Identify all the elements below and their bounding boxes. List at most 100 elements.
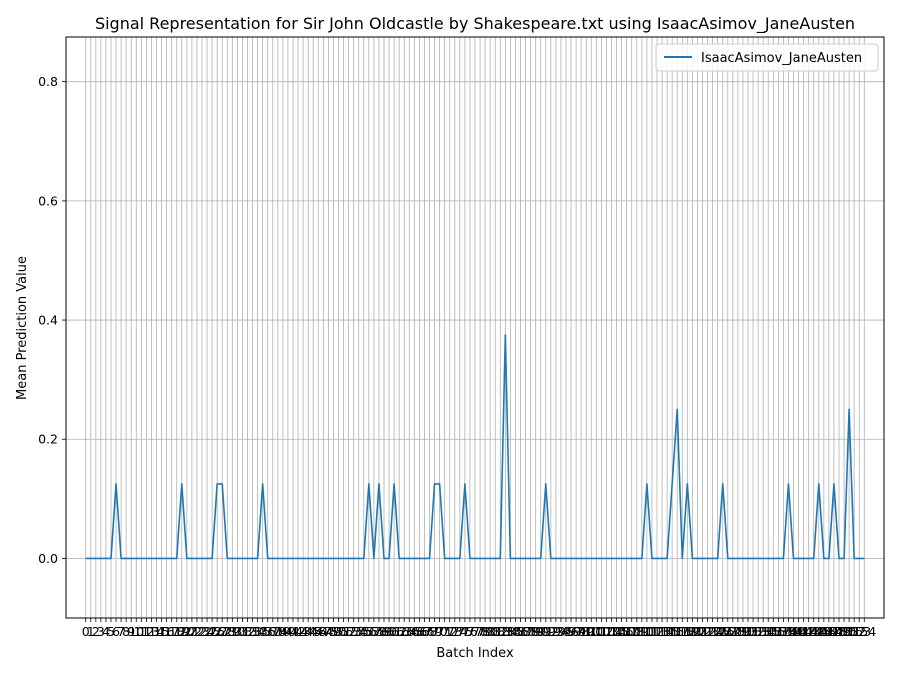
x-tick-label: 63 [396,624,412,639]
x-tick-label: 6 [112,624,120,639]
x-tick-label: 105 [605,624,629,639]
x-tick-label: 144 [802,624,826,639]
plot-frame [65,36,885,619]
tick-layer: 0.00.20.40.60.80123456789101112131415161… [38,74,876,639]
x-tick-label: 134 [751,624,775,639]
x-tick-label: 33 [245,624,261,639]
y-axis-label: Mean Prediction Value [15,256,30,400]
x-tick-label: 60 [381,624,397,639]
x-tick-label: 22 [189,624,205,639]
x-tick-label: 110 [630,624,654,639]
x-tick-label: 1 [87,624,95,639]
x-tick-label: 138 [771,624,795,639]
x-tick-label: 31 [234,624,250,639]
chart-title: Signal Representation for Sir John Oldca… [95,14,855,34]
x-tick-label: 143 [797,624,821,639]
x-tick-label: 140 [782,624,806,639]
x-tick-label: 99 [578,624,594,639]
x-tick-label: 19 [174,624,190,639]
x-tick-label: 94 [553,624,569,639]
x-tick-label: 118 [670,624,694,639]
x-tick-label: 25 [204,624,220,639]
x-tick-label: 13 [143,624,159,639]
x-tick-label: 24 [199,624,215,639]
x-tick-label: 34 [250,624,266,639]
x-axis-label: Batch Index [436,646,514,661]
x-tick-label: 64 [401,624,417,639]
series-layer [85,334,865,560]
x-tick-label: 51 [336,624,352,639]
x-tick-label: 18 [169,624,185,639]
x-tick-label: 4 [102,624,110,639]
x-tick-label: 81 [487,624,503,639]
x-tick-label: 129 [726,624,750,639]
x-tick-label: 149 [827,624,851,639]
x-tick-label: 15 [154,624,170,639]
x-tick-label: 102 [589,624,613,639]
x-tick-label: 121 [686,624,710,639]
x-tick-label: 67 [416,624,432,639]
x-tick-label: 104 [600,624,624,639]
x-tick-label: 85 [507,624,523,639]
legend-label: IsaacAsimov_JaneAusten [701,51,862,66]
x-tick-label: 83 [497,624,513,639]
x-tick-label: 98 [573,624,589,639]
x-tick-label: 55 [356,624,372,639]
x-tick-label: 46 [310,624,326,639]
x-tick-label: 112 [640,624,664,639]
x-tick-label: 47 [315,624,331,639]
x-tick-label: 93 [548,624,564,639]
x-tick-label: 42 [290,624,306,639]
x-tick-label: 97 [568,624,584,639]
x-tick-label: 0 [82,624,90,639]
x-tick-label: 133 [746,624,770,639]
x-tick-label: 2 [92,624,100,639]
x-tick-label: 70 [432,624,448,639]
x-tick-label: 37 [265,624,281,639]
x-tick-label: 56 [361,624,377,639]
x-tick-label: 36 [260,624,276,639]
x-tick-label: 141 [787,624,811,639]
x-tick-label: 100 [579,624,603,639]
x-tick-label: 135 [756,624,780,639]
x-tick-label: 139 [777,624,801,639]
x-tick-label: 152 [842,624,866,639]
x-tick-label: 107 [615,624,639,639]
x-tick-label: 68 [422,624,438,639]
x-tick-label: 3 [97,624,105,639]
x-tick-label: 154 [852,624,876,639]
x-tick-label: 39 [275,624,291,639]
x-tick-label: 58 [371,624,387,639]
x-tick-label: 113 [645,624,669,639]
x-tick-label: 96 [563,624,579,639]
x-tick-label: 77 [467,624,483,639]
x-tick-label: 109 [625,624,649,639]
x-tick-label: 106 [610,624,634,639]
x-tick-label: 91 [538,624,554,639]
x-tick-label: 111 [635,624,659,639]
x-tick-label: 7 [117,624,125,639]
x-tick-label: 32 [240,624,256,639]
x-tick-label: 150 [832,624,856,639]
x-tick-label: 53 [346,624,362,639]
y-tick-label: 0.4 [38,313,58,328]
x-tick-label: 153 [847,624,871,639]
x-tick-label: 38 [270,624,286,639]
x-tick-label: 27 [214,624,230,639]
x-tick-label: 95 [558,624,574,639]
x-tick-label: 71 [437,624,453,639]
x-tick-label: 108 [620,624,644,639]
x-tick-label: 21 [184,624,200,639]
x-tick-label: 128 [721,624,745,639]
x-tick-label: 115 [655,624,679,639]
x-tick-label: 17 [164,624,180,639]
x-tick-label: 148 [822,624,846,639]
x-tick-label: 66 [411,624,427,639]
x-tick-label: 62 [391,624,407,639]
x-tick-label: 117 [665,624,689,639]
x-tick-label: 101 [584,624,608,639]
x-tick-label: 103 [595,624,619,639]
x-tick-label: 65 [406,624,422,639]
x-tick-label: 54 [351,624,367,639]
